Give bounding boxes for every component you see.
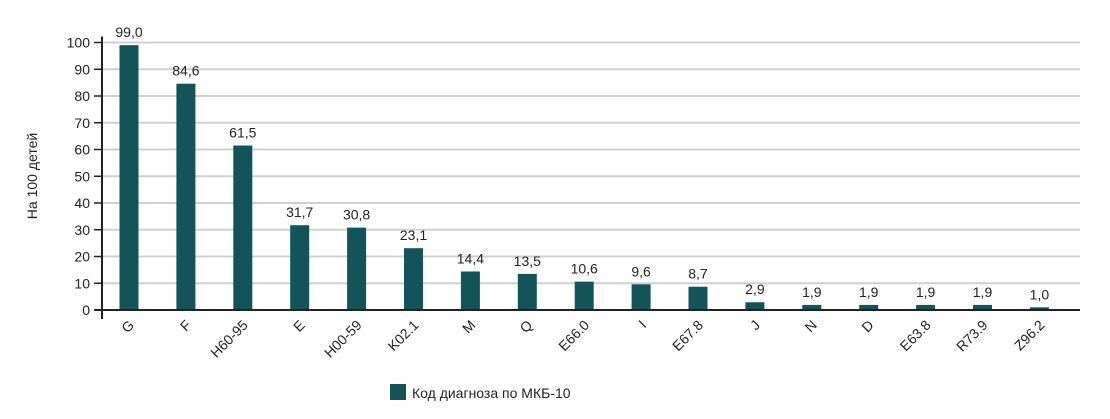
bar: [574, 281, 594, 310]
y-tick-label: 70: [74, 115, 90, 131]
x-tick-label: H60-95: [207, 317, 251, 361]
x-tick-label: H00-59: [321, 317, 365, 361]
y-tick-label: 60: [74, 142, 90, 158]
bar: [973, 304, 992, 310]
data-label: 84,6: [172, 63, 199, 79]
x-tick-label: G: [118, 317, 137, 336]
bar: [290, 225, 310, 310]
x-tick-label: E63.8: [897, 317, 934, 354]
axes: 0 10 20 30 40 50 60 70 80 90 100 G F H60-95 E H00-59 K02…: [67, 35, 1080, 361]
bar: [347, 227, 367, 310]
bar: [688, 286, 708, 310]
y-tick-label: 20: [74, 249, 90, 265]
bar: [404, 248, 423, 310]
bar: [802, 304, 822, 310]
x-tick-label: K02.1: [384, 317, 421, 354]
y-tick-label: 100: [67, 35, 91, 51]
bar: [119, 45, 139, 311]
data-label: 14,4: [457, 250, 484, 266]
y-tick-label: 10: [74, 275, 90, 291]
data-label: 1,9: [859, 284, 879, 300]
y-tick-label: 40: [74, 195, 90, 211]
x-tick-label: E: [290, 317, 308, 335]
y-axis-label: На 100 детей: [24, 133, 40, 219]
bar: [745, 302, 765, 310]
data-label: 99,0: [115, 24, 142, 40]
x-tick-label: J: [747, 317, 763, 333]
bar: [517, 273, 537, 310]
data-label: 30,8: [343, 207, 370, 223]
bar: [631, 284, 651, 310]
y-tick-label: 0: [82, 302, 90, 318]
data-label: 2,9: [745, 281, 765, 297]
x-tick-label: F: [177, 317, 194, 334]
x-tick-label: D: [858, 317, 876, 335]
data-label: 8,7: [688, 266, 708, 282]
y-tick-label: 50: [74, 168, 90, 184]
data-label: 1,9: [802, 284, 822, 300]
bar: [460, 271, 480, 310]
bar: [859, 304, 879, 310]
bars: 99,0 84,6 61,5 31,7 30,8 23,1 14,4 13,5 10,6 9,6 8…: [115, 24, 1050, 311]
data-label: 23,1: [400, 227, 427, 243]
data-label: 1,9: [973, 284, 993, 300]
y-tick-label: 80: [74, 88, 90, 104]
data-label: 1,0: [1030, 286, 1050, 302]
legend: Код диагноза по МКБ-10: [390, 384, 571, 401]
y-tick-label: 90: [74, 61, 90, 77]
data-label: 61,5: [229, 124, 256, 140]
gridlines: [102, 41, 1080, 285]
bar: [916, 304, 936, 310]
x-tick-label: Q: [516, 317, 535, 336]
x-tick-label: E67.8: [669, 317, 706, 354]
x-tick-label: E66.0: [555, 317, 592, 354]
x-tick-label: Z96.2: [1011, 317, 1048, 354]
x-tick-label: M: [459, 317, 479, 337]
bar: [233, 145, 253, 310]
x-tick-label: N: [801, 317, 819, 335]
data-label: 13,5: [514, 253, 541, 269]
data-label: 1,9: [916, 284, 936, 300]
data-label: 9,6: [631, 263, 651, 279]
legend-label: Код диагноза по МКБ-10: [412, 385, 571, 401]
x-tick-label: I: [635, 317, 649, 331]
data-label: 10,6: [571, 261, 598, 277]
x-tick-label: R73.9: [953, 317, 991, 355]
bar: [176, 83, 196, 310]
data-label: 31,7: [286, 204, 313, 220]
y-tick-label: 30: [74, 222, 90, 238]
bar: [1029, 307, 1049, 310]
legend-swatch: [390, 384, 406, 400]
